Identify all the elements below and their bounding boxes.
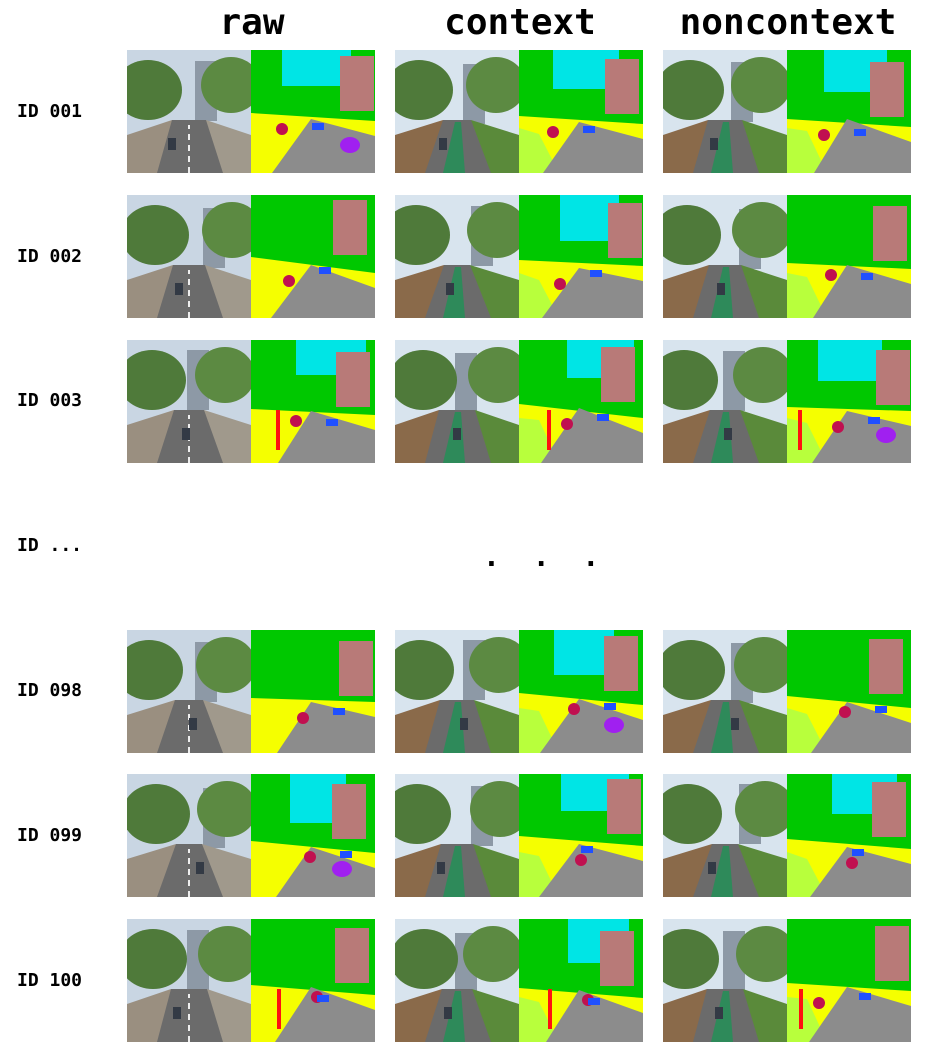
street-photo — [127, 774, 251, 897]
street-photo — [663, 50, 787, 173]
row-label-099: ID 099 — [17, 825, 83, 846]
segmentation-map — [787, 919, 911, 1042]
street-photo — [127, 195, 251, 318]
image-pair-003-context — [395, 340, 643, 463]
image-pair-099-noncontext — [663, 774, 911, 897]
street-photo — [395, 195, 519, 318]
row-label-100: ID 100 — [17, 970, 83, 991]
street-photo — [127, 919, 251, 1042]
segmentation-map — [251, 195, 375, 318]
street-photo — [395, 340, 519, 463]
image-pair-002-context — [395, 195, 643, 318]
segmentation-map — [519, 195, 643, 318]
segmentation-map — [519, 774, 643, 897]
segmentation-map — [787, 195, 911, 318]
segmentation-map — [251, 340, 375, 463]
segmentation-map — [251, 50, 375, 173]
segmentation-map — [519, 919, 643, 1042]
segmentation-map — [787, 630, 911, 753]
image-pair-098-noncontext — [663, 630, 911, 753]
image-pair-099-context — [395, 774, 643, 897]
segmentation-map — [251, 774, 375, 897]
image-pair-001-raw — [127, 50, 375, 173]
segmentation-map — [519, 50, 643, 173]
image-pair-002-raw — [127, 195, 375, 318]
street-photo — [663, 340, 787, 463]
image-pair-098-context — [395, 630, 643, 753]
image-pair-001-context — [395, 50, 643, 173]
street-photo — [395, 919, 519, 1042]
image-pair-100-context — [395, 919, 643, 1042]
row-label-002: ID 002 — [17, 246, 83, 267]
street-photo — [663, 774, 787, 897]
street-photo — [663, 630, 787, 753]
street-photo — [663, 195, 787, 318]
segmentation-map — [519, 340, 643, 463]
column-header-context: context — [444, 2, 596, 43]
row-label-ellipsis: ID ... — [17, 535, 83, 556]
segmentation-map — [787, 340, 911, 463]
segmentation-map — [251, 919, 375, 1042]
street-photo — [127, 340, 251, 463]
street-photo — [395, 630, 519, 753]
street-photo — [663, 919, 787, 1042]
segmentation-map — [251, 630, 375, 753]
street-photo — [127, 50, 251, 173]
row-label-003: ID 003 — [17, 390, 83, 411]
image-pair-001-noncontext — [663, 50, 911, 173]
image-pair-100-noncontext — [663, 919, 911, 1042]
street-photo — [395, 774, 519, 897]
row-label-001: ID 001 — [17, 101, 83, 122]
column-header-noncontext: noncontext — [679, 2, 897, 43]
row-label-098: ID 098 — [17, 680, 83, 701]
image-pair-003-noncontext — [663, 340, 911, 463]
street-photo — [127, 630, 251, 753]
column-header-raw: raw — [219, 2, 285, 43]
image-pair-098-raw — [127, 630, 375, 753]
image-pair-099-raw — [127, 774, 375, 897]
image-pair-100-raw — [127, 919, 375, 1042]
street-photo — [395, 50, 519, 173]
image-pair-002-noncontext — [663, 195, 911, 318]
segmentation-map — [787, 50, 911, 173]
segmentation-map — [787, 774, 911, 897]
omitted-rows-ellipsis: . . . — [483, 540, 608, 573]
image-pair-003-raw — [127, 340, 375, 463]
segmentation-map — [519, 630, 643, 753]
